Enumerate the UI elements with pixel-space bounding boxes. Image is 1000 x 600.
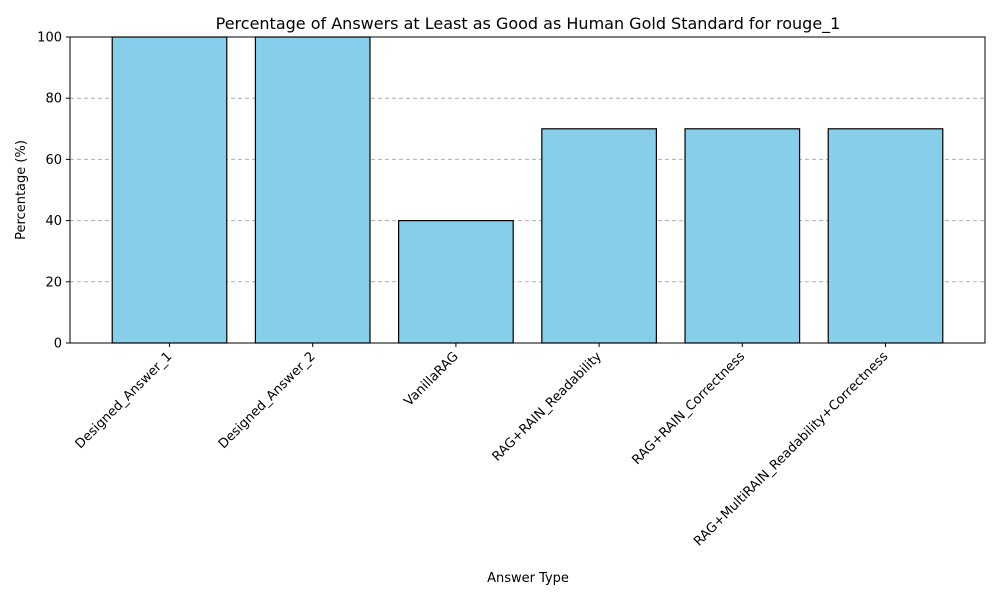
bars	[111, 36, 944, 344]
plot-frame	[69, 36, 986, 344]
grid-lines	[70, 97, 985, 283]
chart-title: Percentage of Answers at Least as Good a…	[216, 14, 841, 34]
x-axis: Designed_Answer_1 Designed_Answer_2 Vanill…	[73, 343, 891, 549]
x-tick-label: Designed_Answer_2	[216, 349, 319, 452]
x-tick-label: Designed_Answer_1	[73, 349, 176, 452]
y-tick-label: 0	[54, 337, 62, 352]
x-tick-label: RAG+RAIN_Readability	[490, 349, 606, 465]
y-axis: 0 20 40 60 80 100	[37, 31, 70, 352]
y-tick-label: 80	[45, 92, 62, 107]
bar-designed-answer-1	[111, 36, 228, 344]
y-tick-label: 40	[45, 214, 62, 229]
y-tick-label: 20	[45, 275, 62, 290]
bar-designed-answer-2	[254, 36, 371, 344]
y-tick-label: 60	[45, 153, 62, 168]
y-tick-label: 100	[37, 31, 62, 46]
bar-vanillarag	[398, 220, 514, 344]
bar-rag-multirain-readability-correctness	[827, 128, 944, 344]
x-tick-label: RAG+RAIN_Correctness	[629, 349, 748, 468]
x-axis-label: Answer Type	[487, 571, 569, 586]
y-axis-label: Percentage (%)	[14, 140, 29, 240]
bar-rag-rain-readability	[541, 128, 657, 344]
bar-rag-rain-correctness	[684, 128, 801, 344]
x-tick-label: VanillaRAG	[402, 349, 462, 409]
